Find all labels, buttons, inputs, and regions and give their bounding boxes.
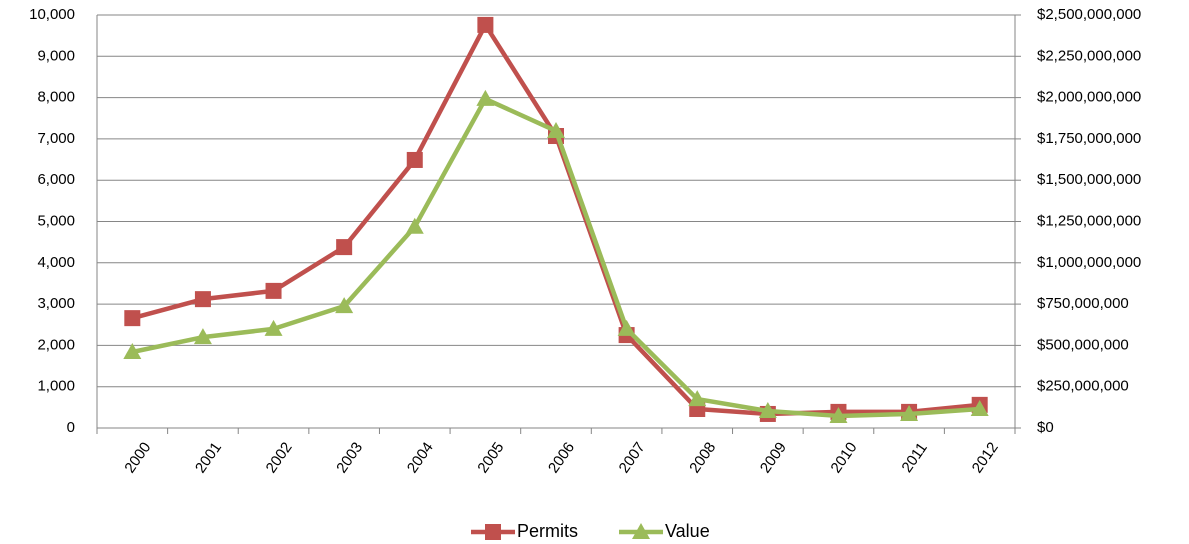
y-tick-label: 6,000 bbox=[37, 171, 75, 188]
y2-tick-label: $2,500,000,000 bbox=[1037, 6, 1141, 23]
y2-tick-label: $500,000,000 bbox=[1037, 336, 1129, 353]
legend-text: Value bbox=[665, 521, 710, 541]
y2-tick-label: $1,000,000,000 bbox=[1037, 254, 1141, 271]
y-tick-label: 4,000 bbox=[37, 254, 75, 271]
y2-tick-label: $0 bbox=[1037, 419, 1054, 436]
x-tick-label: 2001 bbox=[192, 439, 225, 476]
legend-marker bbox=[485, 524, 501, 540]
y-tick-label: 2,000 bbox=[37, 336, 75, 353]
x-tick-label: 2009 bbox=[757, 439, 790, 476]
x-tick-label: 2000 bbox=[121, 439, 154, 476]
y-tick-label: 8,000 bbox=[37, 89, 75, 106]
data-point bbox=[194, 291, 211, 308]
data-point bbox=[405, 217, 424, 234]
y2-tick-label: $750,000,000 bbox=[1037, 295, 1129, 312]
x-tick-label: 2006 bbox=[545, 439, 578, 476]
y2-tick-label: $1,500,000,000 bbox=[1037, 171, 1141, 188]
y-tick-label: 0 bbox=[67, 419, 75, 436]
data-point bbox=[617, 319, 636, 336]
x-tick-label: 2002 bbox=[263, 439, 296, 476]
data-point bbox=[547, 121, 565, 138]
data-point bbox=[264, 319, 283, 336]
y2-tick-label: $2,000,000,000 bbox=[1037, 89, 1141, 106]
x-tick-label: 2007 bbox=[616, 439, 649, 476]
data-point bbox=[406, 151, 423, 168]
x-tick-label: 2012 bbox=[969, 439, 1002, 476]
legend-text: Permits bbox=[517, 521, 578, 541]
data-point bbox=[758, 401, 777, 418]
data-point bbox=[193, 328, 212, 345]
data-point bbox=[477, 16, 494, 33]
y-tick-label: 7,000 bbox=[37, 130, 75, 147]
x-tick-label: 2008 bbox=[686, 439, 719, 476]
y-tick-label: 5,000 bbox=[37, 212, 75, 229]
x-tick-label: 2003 bbox=[333, 439, 366, 476]
data-point bbox=[124, 310, 141, 327]
y-tick-label: 9,000 bbox=[37, 47, 75, 64]
data-point bbox=[829, 406, 848, 423]
y2-tick-label: $1,750,000,000 bbox=[1037, 130, 1141, 147]
y2-tick-label: $250,000,000 bbox=[1037, 378, 1129, 395]
x-tick-label: 2005 bbox=[474, 439, 507, 476]
data-point bbox=[900, 404, 919, 421]
data-point bbox=[970, 400, 989, 417]
x-tick-label: 2010 bbox=[827, 439, 860, 476]
y-tick-label: 3,000 bbox=[37, 295, 75, 312]
series-line bbox=[131, 96, 980, 419]
y2-tick-label: $1,250,000,000 bbox=[1037, 212, 1141, 229]
y-tick-label: 1,000 bbox=[37, 378, 75, 395]
x-tick-label: 2004 bbox=[404, 439, 437, 476]
y2-tick-label: $2,250,000,000 bbox=[1037, 47, 1141, 64]
series-line bbox=[131, 22, 980, 417]
data-point bbox=[336, 239, 353, 256]
data-point bbox=[335, 297, 354, 314]
data-point bbox=[476, 89, 495, 106]
data-point bbox=[123, 343, 142, 360]
x-tick-label: 2011 bbox=[898, 440, 930, 476]
data-point bbox=[265, 282, 282, 299]
legend-marker bbox=[632, 523, 650, 539]
data-point bbox=[688, 390, 707, 407]
y-tick-label: 10,000 bbox=[29, 6, 75, 23]
